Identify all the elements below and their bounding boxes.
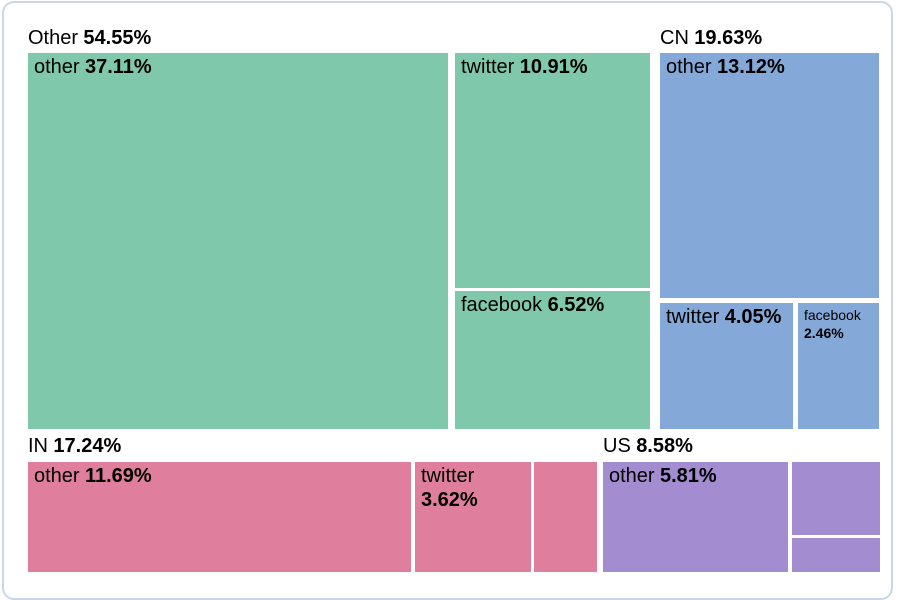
group-name: IN <box>28 435 48 457</box>
cell-value: 11.69% <box>84 465 152 487</box>
treemap-cell-us-other[interactable]: other 5.81% <box>603 462 788 572</box>
cell-value: 2.46% <box>804 324 844 341</box>
cell-name: twitter <box>461 56 515 78</box>
treemap-cell-us-unlabeled-2[interactable] <box>792 538 880 572</box>
treemap-cell-cn-facebook[interactable]: facebook 2.46% <box>798 303 879 429</box>
treemap-cell-in-twitter[interactable]: twitter 3.62% <box>415 462 531 572</box>
cell-name: facebook <box>804 307 861 323</box>
group-name: US <box>603 435 631 457</box>
group-value: 54.55% <box>83 27 152 49</box>
cell-name: twitter <box>666 306 720 328</box>
cell-value: 6.52% <box>547 294 605 316</box>
cell-name: other <box>609 465 655 487</box>
cell-value: 37.11% <box>84 56 152 78</box>
cell-name: other <box>34 465 80 487</box>
cell-name: twitter <box>421 465 475 487</box>
treemap-cell-in-unlabeled[interactable] <box>534 462 597 572</box>
group-value: 17.24% <box>53 435 122 457</box>
cell-value: 10.91% <box>519 56 588 78</box>
group-label-in: IN 17.24% <box>28 435 121 457</box>
treemap-cell-other-facebook[interactable]: facebook 6.52% <box>455 291 650 429</box>
cell-value: 4.05% <box>724 306 782 328</box>
group-name: CN <box>660 27 689 49</box>
cell-name: other <box>34 56 80 78</box>
treemap-cell-in-other[interactable]: other 11.69% <box>28 462 411 572</box>
group-label-cn: CN 19.63% <box>660 27 762 49</box>
treemap-cell-other-twitter[interactable]: twitter 10.91% <box>455 53 650 288</box>
group-name: Other <box>28 27 79 49</box>
group-value: 8.58% <box>636 435 693 457</box>
group-label-us: US 8.58% <box>603 435 693 457</box>
cell-value: 3.62% <box>421 488 478 511</box>
cell-value: 13.12% <box>716 56 785 78</box>
group-value: 19.63% <box>694 27 763 49</box>
treemap-cell-us-unlabeled-1[interactable] <box>792 462 880 535</box>
cell-name: facebook <box>461 294 543 316</box>
treemap-cell-cn-other[interactable]: other 13.12% <box>660 53 879 298</box>
cell-value: 5.81% <box>659 465 717 487</box>
cell-name: other <box>666 56 712 78</box>
group-label-other: Other 54.55% <box>28 27 151 49</box>
treemap-cell-cn-twitter[interactable]: twitter 4.05% <box>660 303 793 429</box>
treemap-cell-other-other[interactable]: other 37.11% <box>28 53 448 429</box>
